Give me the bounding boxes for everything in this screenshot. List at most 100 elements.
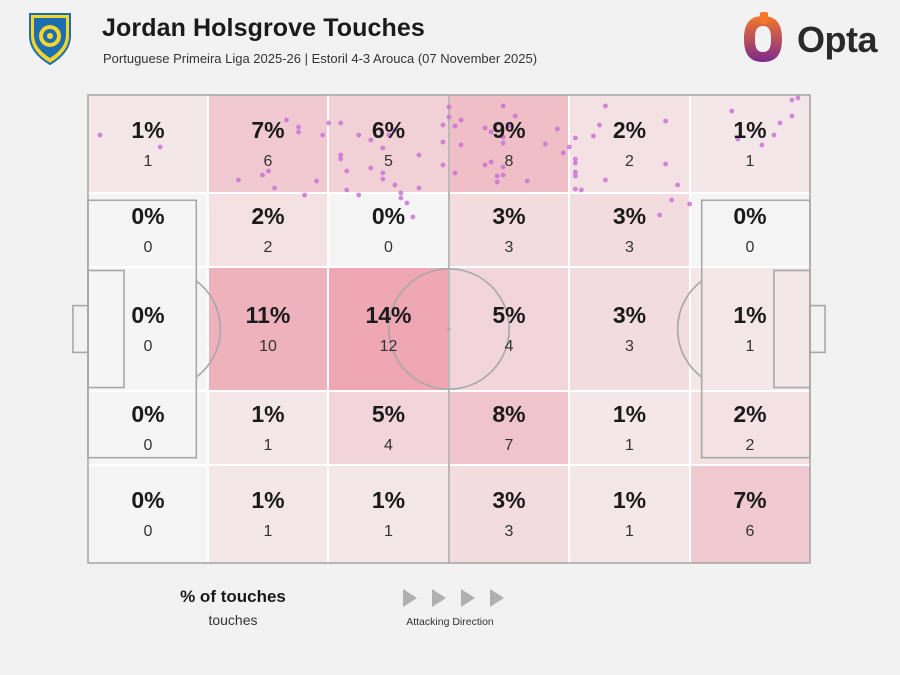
touch-dot <box>488 159 494 165</box>
centre-spot <box>447 327 451 331</box>
goal-right <box>809 304 826 354</box>
cell-count-label: 3 <box>625 239 634 256</box>
touch-dot <box>500 134 506 140</box>
attacking-direction-arrows <box>403 589 504 607</box>
cell-count-label: 2 <box>264 239 273 256</box>
cell-count-label: 1 <box>264 437 273 454</box>
touch-dot <box>458 117 464 123</box>
touch-dot <box>284 117 289 123</box>
heatmap-cell <box>690 465 810 563</box>
estoril-crest-logo <box>29 13 71 66</box>
touch-dot <box>296 129 301 135</box>
cell-count-label: 1 <box>144 153 153 170</box>
touch-dot <box>157 144 163 150</box>
heatmap-cell <box>208 267 328 391</box>
touch-dot <box>452 123 458 129</box>
touch-dot <box>789 113 795 119</box>
heatmap-cell <box>690 391 810 465</box>
cell-count-label: 2 <box>625 153 634 170</box>
touch-dot <box>386 132 392 138</box>
heatmap-cell <box>328 95 449 193</box>
cell-count-label: 5 <box>384 153 393 170</box>
cell-count-label: 10 <box>259 338 277 355</box>
cell-count-label: 0 <box>384 239 393 256</box>
touch-dot <box>356 132 362 138</box>
touch-dot <box>392 127 398 133</box>
attacking-direction-label: Attacking Direction <box>406 616 494 628</box>
cell-count-label: 0 <box>144 239 153 256</box>
cell-percent-label: 0% <box>131 487 164 513</box>
touch-dot <box>500 140 506 146</box>
touch-dot <box>338 120 344 126</box>
touch-dot <box>777 120 783 126</box>
cell-percent-label: 14% <box>365 302 411 328</box>
touch-dot <box>97 132 103 138</box>
touch-dot <box>272 185 277 191</box>
cell-count-label: 1 <box>625 523 634 540</box>
cell-percent-label: 1% <box>613 487 646 513</box>
heatmap-cell <box>449 193 569 267</box>
heatmap-cell <box>208 391 328 465</box>
touch-dot <box>572 173 578 179</box>
touch-dot <box>572 169 578 175</box>
cell-count-label: 1 <box>625 437 634 454</box>
touch-dot <box>735 136 741 142</box>
cell-count-label: 0 <box>144 437 153 454</box>
cell-count-label: 1 <box>746 338 755 355</box>
touch-dot <box>789 97 795 103</box>
touch-dot <box>506 123 512 129</box>
cell-percent-label: 3% <box>492 203 525 229</box>
touch-dot <box>542 141 548 147</box>
touch-dot <box>380 170 386 176</box>
heatmap-cell <box>569 193 690 267</box>
touch-dot <box>578 187 584 193</box>
cell-percent-label: 0% <box>372 203 405 229</box>
cell-count-label: 12 <box>380 338 398 355</box>
touch-dot <box>338 152 344 158</box>
touch-dot <box>266 168 271 174</box>
heatmap-cell <box>328 465 449 563</box>
match-subtitle: Portuguese Primeira Liga 2025-26 | Estor… <box>103 51 538 66</box>
touch-dot <box>512 113 518 119</box>
touch-dot <box>236 177 241 183</box>
touch-dot <box>500 103 506 109</box>
touch-dot <box>440 162 446 168</box>
touch-dot <box>404 200 410 206</box>
opta-brand: Opta <box>740 12 880 68</box>
touch-dot <box>675 182 681 188</box>
legend-metric-secondary: touches <box>208 612 258 628</box>
touch-dot <box>494 173 500 179</box>
cell-count-label: 4 <box>505 338 514 355</box>
cell-percent-label: 1% <box>251 487 284 513</box>
cell-percent-label: 11% <box>246 302 291 328</box>
touch-dot <box>729 108 735 114</box>
cell-percent-label: 1% <box>131 117 164 143</box>
cell-percent-label: 1% <box>613 401 646 427</box>
heatmap-cell <box>88 465 208 563</box>
cell-count-label: 1 <box>746 153 755 170</box>
touch-dot <box>452 170 458 176</box>
touch-dot <box>416 185 422 191</box>
heatmap-cell <box>569 391 690 465</box>
cell-percent-label: 2% <box>733 401 766 427</box>
cell-percent-label: 0% <box>131 203 164 229</box>
touch-dot <box>494 179 500 185</box>
touch-dot <box>591 133 596 139</box>
touch-dot <box>380 145 386 151</box>
touch-dot <box>572 156 578 162</box>
heatmap-cell <box>208 465 328 563</box>
cell-percent-label: 0% <box>131 302 164 328</box>
touch-dot <box>771 132 777 138</box>
cell-count-label: 8 <box>505 153 514 170</box>
touch-dot <box>344 187 350 193</box>
heatmap-cell <box>449 95 569 193</box>
cell-count-label: 6 <box>264 153 273 170</box>
touch-dot <box>326 120 332 126</box>
touch-dot <box>368 165 374 171</box>
touch-dot <box>560 150 566 156</box>
touch-dot <box>482 125 488 131</box>
opta-logo-icon <box>744 12 782 62</box>
cell-percent-label: 2% <box>613 117 646 143</box>
touch-dot <box>554 126 560 132</box>
cell-percent-label: 9% <box>492 117 525 143</box>
